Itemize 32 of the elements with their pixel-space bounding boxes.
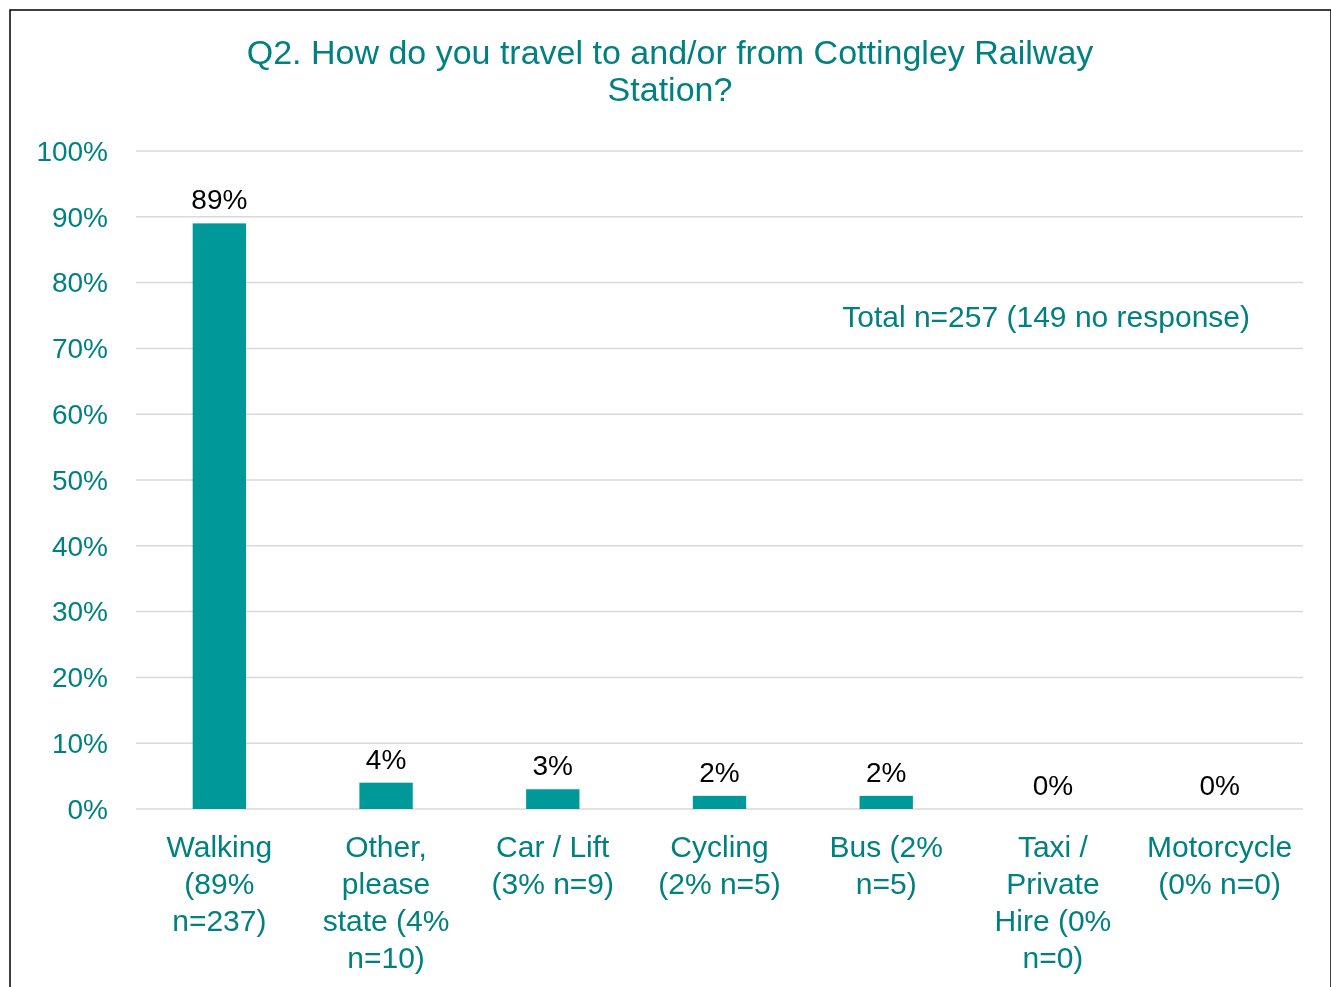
y-tick-label: 100% bbox=[36, 135, 108, 167]
x-tick-label: Bus (2% n=5) bbox=[829, 830, 943, 900]
bar bbox=[859, 795, 913, 809]
y-tick-label: 0% bbox=[67, 793, 108, 825]
y-tick-label: 80% bbox=[51, 267, 108, 299]
y-tick-label: 40% bbox=[51, 530, 108, 562]
y-tick-label: 60% bbox=[51, 399, 108, 430]
data-label: 2% bbox=[865, 756, 907, 788]
data-label: 4% bbox=[365, 743, 407, 775]
x-tick-label: Walking (89% n=237) bbox=[166, 830, 273, 937]
bar bbox=[192, 223, 247, 809]
x-tick-label: Motorcycle (0% n=0) bbox=[1147, 830, 1293, 900]
annotation: Total n=257 (149 no response) bbox=[842, 300, 1250, 333]
y-tick-label: 10% bbox=[51, 728, 108, 759]
data-label: 3% bbox=[532, 750, 574, 782]
x-tick-label: Taxi / Private Hire (0% n=0) bbox=[994, 830, 1112, 974]
data-label: 89% bbox=[191, 184, 248, 216]
x-tick-label: Cycling (2% n=5) bbox=[658, 830, 781, 900]
bar bbox=[526, 789, 580, 809]
data-label: 0% bbox=[1032, 770, 1074, 801]
y-tick-label: 50% bbox=[51, 464, 108, 496]
y-tick-label: 30% bbox=[51, 596, 108, 628]
bar bbox=[359, 782, 413, 809]
y-tick-label: 90% bbox=[51, 201, 108, 233]
data-label: 0% bbox=[1199, 770, 1240, 801]
x-tick-label: Car / Lift (3% n=9) bbox=[491, 830, 615, 900]
y-tick-label: 20% bbox=[51, 662, 108, 694]
data-label: 2% bbox=[699, 756, 740, 788]
bar bbox=[692, 795, 747, 809]
x-tick-label: Other, please state (4% n=10) bbox=[322, 830, 450, 974]
y-tick-label: 70% bbox=[51, 333, 108, 365]
chart-title: Q2. How do you travel to and/or from Cottingley Railway Station? bbox=[246, 33, 1094, 108]
